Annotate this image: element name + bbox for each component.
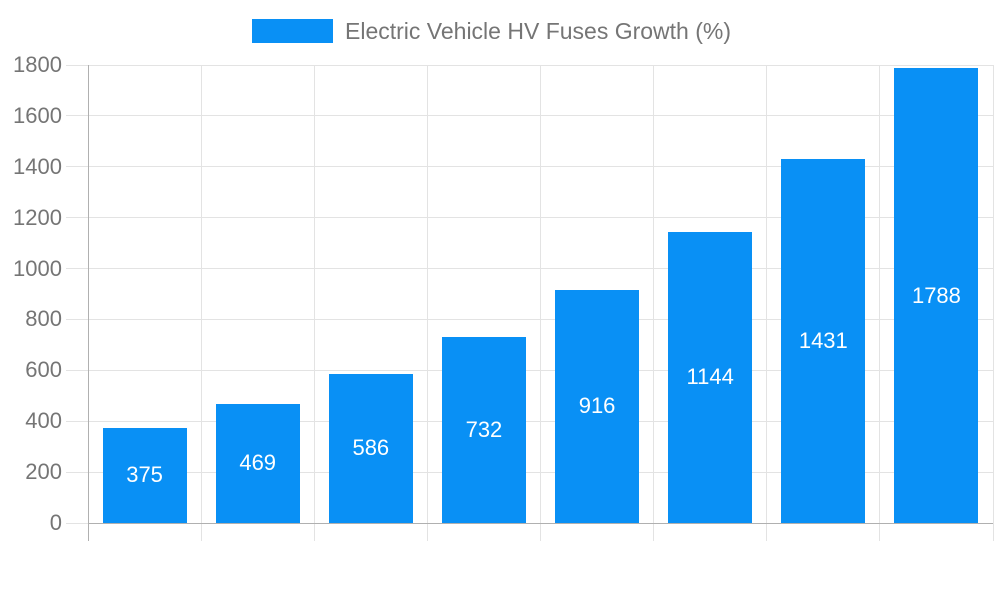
x-gridline: [313, 65, 315, 523]
bar[interactable]: 1431: [781, 158, 866, 523]
bar[interactable]: 375: [102, 427, 187, 523]
bar[interactable]: 586: [328, 373, 413, 523]
y-axis-tick: [66, 471, 88, 473]
legend-swatch: [252, 19, 333, 43]
x-axis-tick: [653, 523, 655, 541]
y-axis-tick: [66, 115, 88, 117]
y-axis-tick: [66, 369, 88, 371]
y-axis-tick: [66, 64, 88, 66]
x-axis-tick: [313, 523, 315, 541]
x-gridline: [766, 65, 768, 523]
x-axis-tick: [766, 523, 768, 541]
bar-value-label: 1431: [798, 327, 848, 353]
bar[interactable]: 1788: [894, 68, 979, 523]
y-tick-label: 1000: [13, 255, 62, 281]
y-axis-tick: [66, 217, 88, 219]
x-axis-tick: [879, 523, 881, 541]
x-axis-line: [88, 522, 993, 524]
x-axis-tick: [426, 523, 428, 541]
y-axis-tick: [66, 268, 88, 270]
x-axis-tick: [200, 523, 202, 541]
y-axis-tick: [66, 420, 88, 422]
bar-value-label: 732: [465, 416, 503, 442]
y-tick-label: 0: [49, 510, 62, 535]
bar-value-label: 1788: [911, 282, 961, 308]
y-tick-label: 600: [25, 357, 62, 383]
bar[interactable]: 732: [441, 336, 526, 523]
x-gridline: [540, 65, 541, 523]
x-gridline: [879, 65, 881, 523]
y-tick-label: 1800: [13, 52, 62, 77]
x-axis-tick: [992, 523, 994, 541]
y-axis-tick: [66, 318, 88, 320]
x-gridline: [426, 65, 428, 523]
y-tick-label: 400: [25, 408, 62, 434]
y-tick-label: 800: [25, 306, 62, 332]
bar[interactable]: 1144: [668, 231, 753, 523]
x-gridline: [653, 65, 655, 523]
x-gridline: [992, 65, 994, 523]
y-tick-label: 1400: [13, 153, 62, 179]
bar-value-label: 469: [239, 450, 277, 476]
y-axis-line: [87, 65, 89, 541]
y-axis-tick: [66, 522, 88, 524]
bar-value-label: 1144: [686, 364, 734, 390]
y-tick-label: 200: [25, 459, 62, 485]
bar-value-label: 586: [352, 435, 390, 461]
legend[interactable]: Electric Vehicle HV Fuses Growth (%): [0, 0, 1000, 55]
bar[interactable]: 916: [555, 289, 640, 523]
bar-value-label: 916: [578, 393, 616, 419]
y-tick-label: 1600: [13, 102, 62, 128]
legend-label: Electric Vehicle HV Fuses Growth (%): [345, 18, 732, 44]
bar-value-label: 375: [126, 462, 163, 488]
y-tick-label: 1200: [13, 204, 62, 230]
x-gridline: [200, 65, 202, 523]
y-axis-tick: [66, 166, 88, 168]
bar[interactable]: 469: [215, 403, 300, 523]
x-axis-tick: [540, 523, 541, 541]
